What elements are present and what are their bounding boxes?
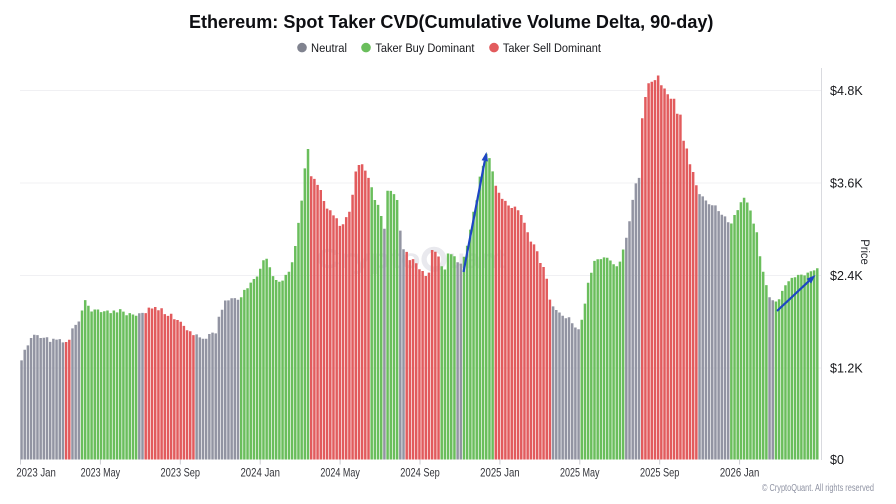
svg-text:$1.2K: $1.2K: [830, 361, 863, 375]
svg-text:2024 Jan: 2024 Jan: [240, 465, 280, 479]
svg-text:Ethereum: Spot Taker CVD(Cumul: Ethereum: Spot Taker CVD(Cumulative Volu…: [189, 11, 714, 32]
svg-text:2025 May: 2025 May: [560, 465, 600, 479]
svg-text:$2.4K: $2.4K: [830, 269, 863, 283]
svg-text:2025 Jan: 2025 Jan: [480, 465, 520, 479]
svg-text:2024 May: 2024 May: [320, 465, 360, 479]
svg-text:2023 May: 2023 May: [81, 465, 121, 479]
svg-text:$3.6K: $3.6K: [830, 176, 863, 190]
svg-text:© CryptoQuant. All rights rese: © CryptoQuant. All rights reserved: [762, 483, 874, 494]
svg-text:2025 Sep: 2025 Sep: [640, 465, 680, 479]
svg-text:Taker Sell Dominant: Taker Sell Dominant: [503, 41, 602, 55]
svg-text:$0: $0: [830, 453, 844, 467]
svg-text:Taker Buy Dominant: Taker Buy Dominant: [375, 41, 475, 55]
svg-text:$4.8K: $4.8K: [830, 84, 863, 98]
svg-text:2026 Jan: 2026 Jan: [720, 465, 760, 479]
svg-text:2023 Jan: 2023 Jan: [16, 465, 56, 479]
svg-text:Neutral: Neutral: [311, 41, 347, 55]
svg-text:Price: Price: [858, 239, 870, 265]
svg-text:2024 Sep: 2024 Sep: [400, 465, 440, 479]
svg-text:2023 Sep: 2023 Sep: [161, 465, 201, 479]
